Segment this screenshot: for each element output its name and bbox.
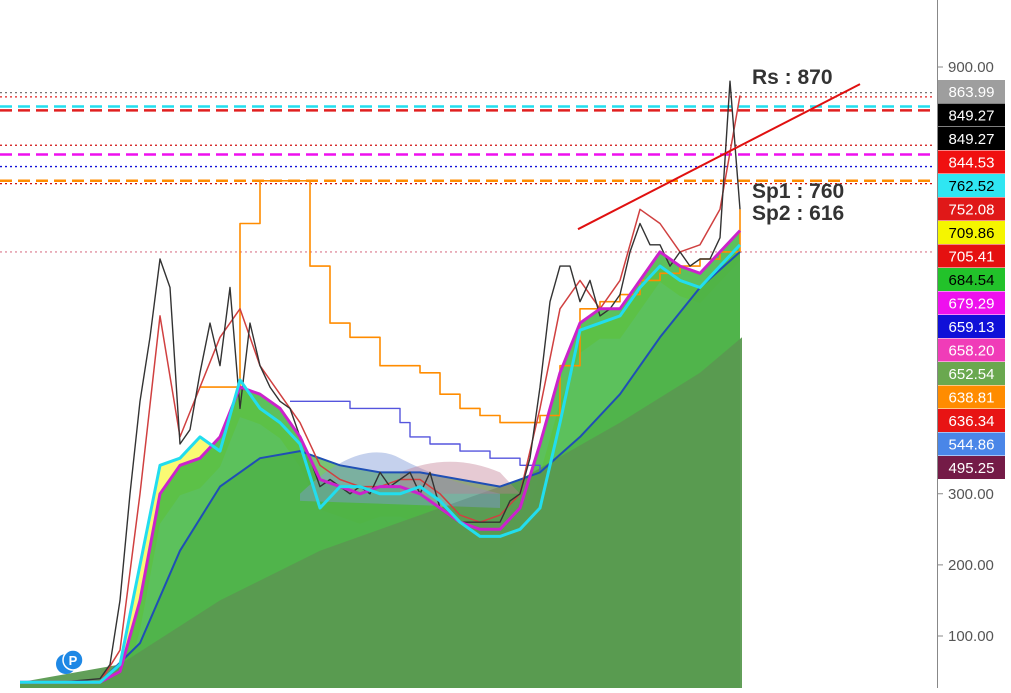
price-tag-label: 762.52 (949, 178, 995, 195)
dark-green-area (20, 337, 742, 688)
price-tag-label: 679.29 (949, 296, 995, 313)
annotation-label: Sp1 : 760 (752, 180, 844, 203)
price-tag-label: 652.54 (949, 366, 995, 383)
price-tag (938, 244, 1005, 268)
price-tag-label: 636.34 (949, 413, 995, 430)
price-tag-label: 752.08 (949, 202, 995, 219)
price-tag-label: 544.86 (949, 437, 995, 454)
price-tag-label: 659.13 (949, 319, 995, 336)
price-line (20, 80, 741, 683)
price-tag (938, 385, 1005, 409)
price-tag (938, 221, 1005, 244)
p-marker (62, 649, 84, 671)
yellow-band (20, 244, 740, 688)
price-tag (938, 197, 1005, 221)
y-tick-label: 100.00 (948, 628, 994, 645)
price-tag-label: 638.81 (949, 390, 995, 407)
price-tag (938, 432, 1005, 456)
annotation-label: Rs : 870 (752, 66, 833, 89)
price-tag (938, 338, 1005, 362)
cyan-ma-line (20, 243, 742, 684)
price-tag-label: 658.20 (949, 343, 995, 360)
price-tag (938, 150, 1005, 174)
orange-step-line (200, 180, 741, 424)
y-tick-label: 900.00 (948, 59, 994, 76)
price-tag-label: 684.54 (949, 272, 995, 289)
trendline (577, 83, 861, 231)
price-tag (938, 315, 1005, 338)
p-marker-label: P (69, 653, 78, 668)
price-tag-label: 844.53 (949, 155, 995, 172)
price-tag (938, 268, 1005, 291)
price-tag-label: 709.86 (949, 225, 995, 242)
price-tag-label: 849.27 (949, 108, 995, 125)
price-tag (938, 103, 1005, 127)
price-tag (938, 456, 1005, 479)
price-tag (938, 362, 1005, 385)
price-tag (938, 291, 1005, 315)
price-tag-label: 863.99 (949, 84, 995, 101)
y-tick-label: 200.00 (948, 557, 994, 574)
annotation-label: Sp2 : 616 (752, 202, 844, 225)
price-tag (938, 409, 1005, 432)
price-tag-label: 495.25 (949, 460, 995, 477)
purple-step-line (290, 400, 541, 473)
magenta-ma-line (20, 229, 742, 684)
price-tag-label: 705.41 (949, 249, 995, 266)
price-tag-label: 849.27 (949, 131, 995, 148)
price-tag (938, 174, 1005, 197)
price-tag (938, 80, 1005, 103)
price-tag (938, 127, 1005, 150)
y-tick-label: 300.00 (948, 486, 994, 503)
